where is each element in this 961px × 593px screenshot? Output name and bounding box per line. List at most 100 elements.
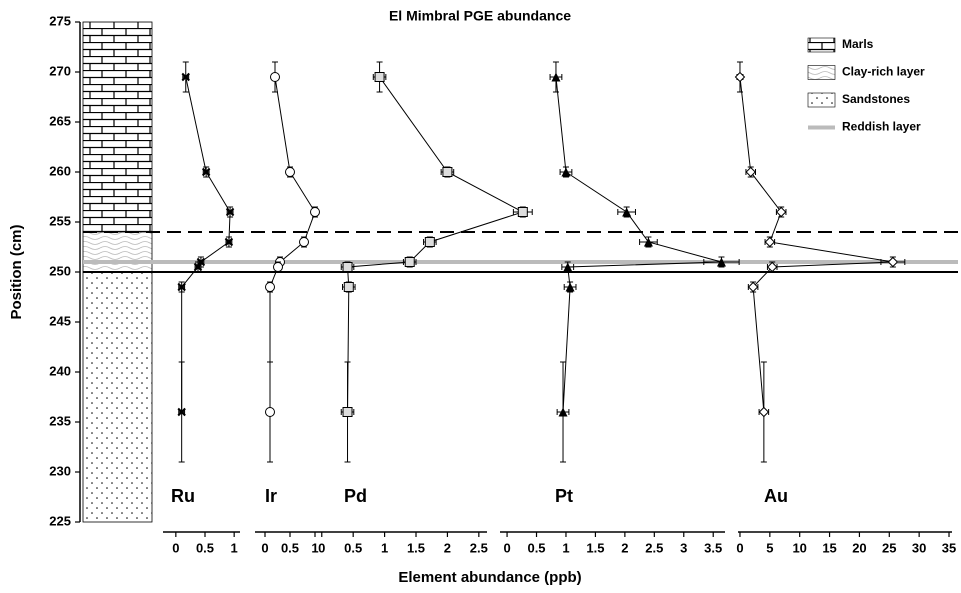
marker — [193, 262, 203, 272]
marker — [565, 282, 575, 292]
marker — [201, 167, 211, 177]
x-tick-label: 0 — [736, 540, 743, 555]
panel-label: Pt — [555, 486, 573, 506]
marker — [551, 72, 561, 82]
legend-swatch — [807, 92, 836, 108]
y-tick-label: 265 — [49, 113, 71, 128]
lithology-brick — [82, 21, 153, 233]
y-tick-label: 250 — [49, 263, 71, 278]
marker — [265, 282, 275, 292]
marker — [424, 237, 435, 247]
x-tick-label: 25 — [882, 540, 896, 555]
x-tick-label: 2 — [444, 540, 451, 555]
marker — [561, 167, 571, 177]
profile-line — [555, 76, 722, 413]
marker — [758, 406, 770, 418]
legend-label: Sandstones — [842, 92, 910, 106]
x-tick-label: 0 — [318, 540, 325, 555]
x-tick-label: 20 — [852, 540, 866, 555]
x-tick-label: 3.5 — [704, 540, 722, 555]
marker — [767, 261, 778, 273]
x-tick-label: 10 — [792, 540, 806, 555]
x-tick-label: 1 — [231, 540, 238, 555]
legend-label: Marls — [842, 37, 874, 51]
y-axis-title: Position (cm) — [8, 224, 25, 319]
legend-label: Clay-rich layer — [842, 65, 925, 79]
x-tick-label: 0 — [261, 540, 268, 555]
x-tick-label: 0 — [503, 540, 510, 555]
marker — [734, 71, 746, 83]
lithology-wavy — [82, 231, 153, 273]
x-tick-label: 0.5 — [281, 540, 299, 555]
panel-label: Ir — [265, 486, 277, 506]
marker — [225, 207, 235, 217]
y-tick-label: 235 — [49, 413, 71, 428]
marker — [517, 207, 528, 217]
x-tick-label: 2.5 — [470, 540, 488, 555]
marker — [265, 407, 275, 417]
marker — [270, 72, 280, 82]
x-tick-label: 1 — [562, 540, 569, 555]
x-tick-label: 15 — [822, 540, 836, 555]
x-tick-label: 1 — [311, 540, 318, 555]
profile-line — [181, 76, 231, 412]
marker — [558, 407, 568, 417]
x-tick-label: 1 — [381, 540, 388, 555]
marker — [643, 237, 653, 247]
y-tick-label: 230 — [49, 463, 71, 478]
y-tick-label: 255 — [49, 213, 71, 228]
x-tick-label: 2 — [621, 540, 628, 555]
legend-label: Reddish layer — [842, 120, 921, 134]
y-tick-label: 245 — [49, 313, 71, 328]
marker — [273, 262, 283, 272]
x-tick-label: 30 — [912, 540, 926, 555]
marker — [177, 407, 186, 417]
marker — [342, 407, 353, 417]
x-tick-label: 35 — [942, 540, 956, 555]
profile-line — [346, 76, 525, 413]
marker — [343, 282, 354, 292]
marker — [563, 262, 573, 272]
legend-swatch — [807, 65, 836, 80]
x-tick-label: 5 — [766, 540, 773, 555]
panel-label: Ru — [171, 486, 195, 506]
x-tick-label: 1.5 — [407, 540, 425, 555]
legend-swatch — [807, 37, 836, 53]
panel-label: Pd — [344, 486, 367, 506]
y-tick-label: 275 — [49, 13, 71, 28]
marker — [224, 237, 234, 247]
y-tick-label: 260 — [49, 163, 71, 178]
marker — [887, 256, 899, 268]
marker — [775, 206, 787, 218]
y-tick-label: 240 — [49, 363, 71, 378]
x-tick-label: 2.5 — [645, 540, 663, 555]
x-tick-label: 1.5 — [586, 540, 604, 555]
marker — [442, 167, 453, 177]
marker — [285, 167, 295, 177]
chart-title: El Mimbral PGE abundance — [389, 8, 571, 24]
marker — [716, 257, 726, 267]
marker — [342, 262, 353, 272]
y-tick-label: 225 — [49, 513, 71, 528]
x-tick-label: 0.5 — [527, 540, 545, 555]
marker — [764, 236, 776, 248]
marker — [299, 237, 309, 247]
x-axis-title: Element abundance (ppb) — [398, 569, 581, 586]
x-tick-label: 0.5 — [196, 540, 214, 555]
x-tick-label: 0.5 — [344, 540, 362, 555]
x-tick-label: 3 — [680, 540, 687, 555]
marker — [747, 281, 759, 293]
marker — [310, 207, 320, 217]
y-tick-label: 270 — [49, 63, 71, 78]
lithology-dots — [82, 271, 153, 523]
marker — [622, 207, 632, 217]
panel-label: Au — [764, 486, 788, 506]
x-tick-label: 0 — [172, 540, 179, 555]
marker — [745, 166, 756, 178]
marker — [374, 72, 385, 82]
profile-line — [739, 76, 893, 413]
marker — [181, 72, 190, 82]
marker — [177, 282, 186, 292]
marker — [404, 257, 415, 267]
